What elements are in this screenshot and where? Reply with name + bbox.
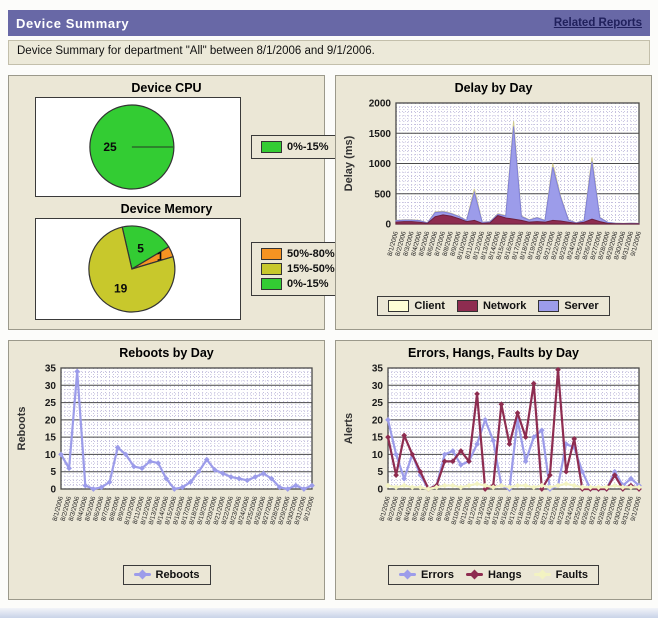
related-reports-link[interactable]: Related Reports: [553, 17, 642, 29]
legend-swatch-icon: [466, 569, 483, 579]
svg-text:0: 0: [377, 485, 383, 496]
legend-diamond-marker: [402, 569, 413, 579]
legend-item-errors: Errors: [398, 568, 454, 581]
legend-swatch-icon: [398, 569, 416, 579]
legend-swatch-icon: [388, 300, 410, 312]
legend-label: Network: [482, 300, 527, 312]
device-cpu-plot-box: 25: [35, 97, 241, 197]
legend-item-0-15-: 0%-15%: [261, 278, 329, 290]
panel-device-pies: Device CPU 25 0%-15% Device Memory 5 1 19 …: [8, 75, 345, 330]
legend-swatch-icon: [261, 278, 282, 290]
alerts-chart-title: Errors, Hangs, Faults by Day: [408, 346, 579, 360]
legend-item-0-15-: 0%-15%: [261, 141, 329, 153]
svg-text:25: 25: [103, 140, 117, 154]
svg-text:20: 20: [44, 415, 56, 426]
svg-text:25: 25: [371, 398, 383, 409]
legend-label: Hangs: [488, 568, 522, 581]
page-title: Device Summary: [16, 15, 130, 31]
device-cpu-pie-chart: 25: [89, 104, 175, 190]
svg-text:2000: 2000: [368, 99, 391, 110]
svg-text:5: 5: [137, 241, 144, 255]
legend-label: Server: [564, 300, 599, 312]
legend-item-hangs: Hangs: [466, 569, 522, 581]
legend-diamond-marker: [469, 569, 480, 579]
panel-delay-by-day: Delay by Day 0 500 1000 1500 2000 Delay (ms) 8…: [335, 75, 652, 330]
svg-text:15: 15: [44, 433, 56, 444]
legend-item-faults: Faults: [533, 568, 589, 581]
reboots-by-day-chart: 05101520253035Reboots8/1/20068/2/20068/3…: [16, 364, 316, 526]
panel-reboots-by-day: Reboots by Day 0 5 10 15 20 25 30 35 Reboots 8/1/…: [8, 340, 325, 600]
delay-chart-title: Delay by Day: [454, 81, 533, 95]
legend-item-network: Network: [456, 300, 527, 312]
svg-text:10: 10: [371, 450, 383, 461]
device-cpu-chart-row: 25 0%-15%: [9, 97, 339, 197]
alerts-chart-legend: Errors Hangs Faults: [387, 564, 600, 585]
report-description: Device Summary for department "All" betw…: [8, 40, 650, 65]
window-bottom-edge: [0, 608, 658, 618]
svg-text:5: 5: [50, 467, 56, 478]
svg-text:1: 1: [157, 250, 164, 264]
svg-text:10: 10: [44, 450, 56, 461]
svg-text:5: 5: [377, 467, 383, 478]
svg-text:35: 35: [44, 364, 56, 375]
device-memory-pie-chart: 51 19: [88, 225, 176, 313]
reboots-chart-title: Reboots by Day: [119, 346, 214, 360]
svg-text:500: 500: [374, 189, 391, 200]
svg-text:Reboots: Reboots: [16, 407, 28, 451]
reboots-chart-legend: Reboots: [122, 564, 211, 585]
device-cpu-legend: 0%-15%: [251, 135, 339, 159]
svg-text:30: 30: [44, 381, 56, 392]
panel-errors-hangs-faults: Errors, Hangs, Faults by Day 0 5 10 15 20 25 3…: [335, 340, 652, 600]
svg-text:20: 20: [371, 415, 383, 426]
title-bar: Device Summary Related Reports: [8, 10, 650, 36]
legend-item-50-80-: 50%-80%: [261, 248, 335, 260]
legend-label: 15%-50%: [287, 263, 335, 275]
legend-swatch-icon: [533, 569, 551, 579]
device-cpu-title: Device CPU: [131, 81, 202, 95]
svg-text:35: 35: [371, 364, 383, 375]
legend-swatch-icon: [261, 141, 282, 153]
legend-swatch-icon: [261, 263, 282, 275]
device-memory-chart-row: 5 1 19 50%-80% 15%-50% 0%-15%: [9, 218, 345, 320]
errors-hangs-faults-chart: 05101520253035Alerts8/1/20068/2/20068/3/…: [343, 364, 643, 526]
legend-label: Errors: [420, 568, 454, 581]
svg-text:1500: 1500: [368, 129, 391, 140]
svg-text:30: 30: [371, 381, 383, 392]
legend-item-client: Client: [388, 300, 445, 312]
device-memory-title: Device Memory: [120, 202, 213, 216]
legend-item-reboots: Reboots: [133, 568, 200, 581]
legend-swatch-icon: [538, 300, 560, 312]
svg-text:15: 15: [371, 433, 383, 444]
svg-text:Delay (ms): Delay (ms): [343, 135, 355, 191]
legend-diamond-marker: [137, 569, 147, 579]
delay-chart-legend: Client Network Server: [377, 296, 610, 316]
legend-label: 0%-15%: [287, 278, 329, 290]
svg-text:1000: 1000: [368, 159, 391, 170]
legend-label: Reboots: [155, 568, 200, 581]
svg-text:25: 25: [44, 398, 56, 409]
svg-text:19: 19: [114, 281, 128, 295]
svg-text:0: 0: [50, 485, 56, 496]
svg-text:0: 0: [385, 220, 391, 231]
legend-label: Client: [414, 300, 445, 312]
legend-swatch-icon: [133, 569, 151, 579]
legend-diamond-marker: [537, 569, 548, 579]
svg-text:Alerts: Alerts: [343, 413, 355, 444]
legend-label: Faults: [555, 568, 589, 581]
legend-swatch-icon: [456, 300, 478, 312]
legend-label: 50%-80%: [287, 248, 335, 260]
legend-swatch-icon: [261, 248, 282, 260]
legend-item-15-50-: 15%-50%: [261, 263, 335, 275]
device-memory-plot-box: 5 1 19: [35, 218, 241, 320]
device-memory-legend: 50%-80% 15%-50% 0%-15%: [251, 242, 345, 296]
legend-label: 0%-15%: [287, 141, 329, 153]
legend-item-server: Server: [538, 300, 599, 312]
